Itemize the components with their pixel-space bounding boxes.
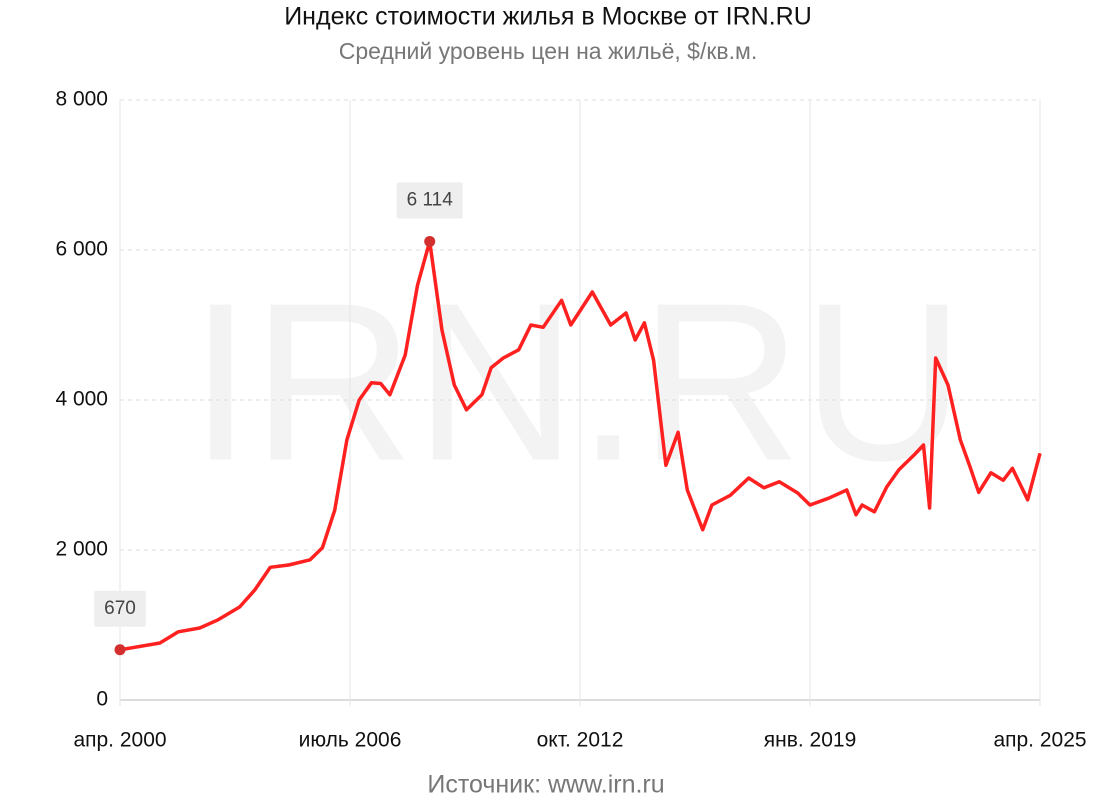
source: Источник: www.irn.ru <box>427 771 664 799</box>
x-tick-label: окт. 2012 <box>537 729 624 752</box>
value-label-group: 670 <box>94 590 146 627</box>
chart-subtitle: Средний уровень цен на жильё, $/кв.м. <box>339 38 758 64</box>
y-tick-label: 2 000 <box>55 538 108 561</box>
x-tick-label: янв. 2019 <box>764 729 857 752</box>
value-label: 6 114 <box>407 189 454 210</box>
x-tick-label: июль 2006 <box>299 729 402 752</box>
highlight-point <box>114 644 126 656</box>
y-tick-label: 8 000 <box>55 88 108 111</box>
y-tick-label: 4 000 <box>55 388 108 411</box>
value-label-box <box>94 590 146 627</box>
series-line <box>119 239 1042 652</box>
value-label-group: 6 114 <box>396 182 463 219</box>
x-tick-label: апр. 2025 <box>993 729 1086 752</box>
y-tick-label: 0 <box>96 688 108 711</box>
x-tick-label: апр. 2000 <box>73 729 166 752</box>
value-label: 670 <box>104 598 136 619</box>
y-tick-label: 6 000 <box>55 238 108 261</box>
value-label-box <box>396 182 463 219</box>
chart-title: Индекс стоимости жилья в Москве от IRN.R… <box>284 3 812 31</box>
watermark: IRN.RU <box>190 255 965 507</box>
highlight-point <box>424 235 436 247</box>
